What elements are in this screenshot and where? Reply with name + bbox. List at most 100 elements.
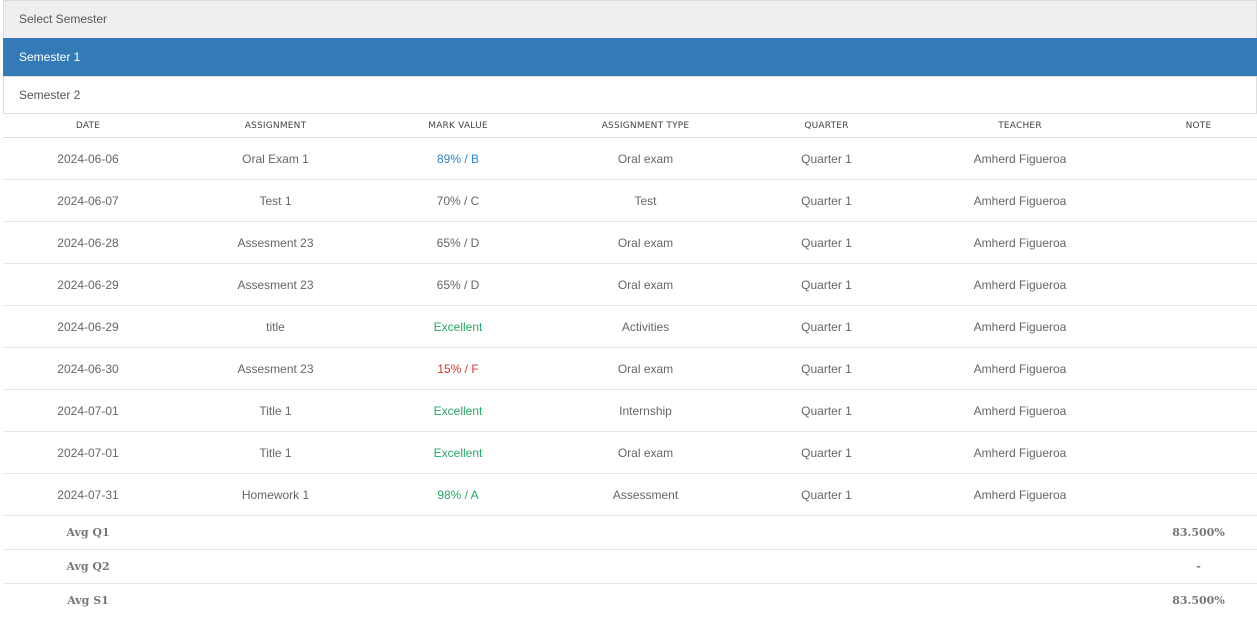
cell-date: 2024-07-01 <box>3 431 173 474</box>
cell-assignment: Title 1 <box>173 389 378 432</box>
column-header-mark-value[interactable]: MARK VALUE <box>378 114 538 138</box>
cell-teacher: Amherd Figueroa <box>900 431 1140 474</box>
average-empty-cell <box>753 549 900 584</box>
cell-assignment-type: Assessment <box>538 473 753 516</box>
average-empty-cell <box>538 515 753 550</box>
cell-note <box>1140 221 1257 264</box>
cell-assignment: Assesment 23 <box>173 263 378 306</box>
table-row: 2024-07-01 Title 1 Excellent Oral exam Quart… <box>3 431 1257 474</box>
cell-quarter: Quarter 1 <box>753 263 900 306</box>
average-empty-cell <box>900 515 1140 550</box>
cell-date: 2024-06-07 <box>3 179 173 222</box>
cell-assignment: title <box>173 305 378 348</box>
average-value: - <box>1140 549 1257 584</box>
cell-mark-value: Excellent <box>378 431 538 474</box>
semester-item-1[interactable]: Semester 1 <box>3 38 1257 76</box>
cell-assignment-type: Test <box>538 179 753 222</box>
grades-table: DATE ASSIGNMENT MARK VALUE ASSIGNMENT TY… <box>3 114 1257 617</box>
average-empty-cell <box>173 515 378 550</box>
cell-assignment-type: Oral exam <box>538 137 753 180</box>
cell-teacher: Amherd Figueroa <box>900 347 1140 390</box>
cell-quarter: Quarter 1 <box>753 389 900 432</box>
average-empty-cell <box>900 583 1140 617</box>
table-row: 2024-07-01 Title 1 Excellent Internship Quar… <box>3 389 1257 432</box>
column-header-quarter[interactable]: QUARTER <box>753 114 900 138</box>
average-empty-cell <box>753 515 900 550</box>
cell-note <box>1140 389 1257 432</box>
cell-mark-value: 89% / B <box>378 137 538 180</box>
average-label: Avg Q1 <box>3 515 173 550</box>
cell-date: 2024-07-31 <box>3 473 173 516</box>
cell-quarter: Quarter 1 <box>753 221 900 264</box>
average-row: Avg Q2 - <box>3 549 1257 584</box>
average-empty-cell <box>378 515 538 550</box>
average-row: Avg S1 83.500% <box>3 583 1257 617</box>
cell-mark-value: Excellent <box>378 305 538 348</box>
table-row: 2024-06-29 title Excellent Activities Quarte… <box>3 305 1257 348</box>
cell-note <box>1140 347 1257 390</box>
average-empty-cell <box>538 549 753 584</box>
cell-teacher: Amherd Figueroa <box>900 389 1140 432</box>
cell-assignment-type: Oral exam <box>538 263 753 306</box>
cell-teacher: Amherd Figueroa <box>900 137 1140 180</box>
semester-selector-header: Select Semester <box>3 0 1257 38</box>
cell-quarter: Quarter 1 <box>753 473 900 516</box>
cell-date: 2024-06-28 <box>3 221 173 264</box>
cell-assignment: Assesment 23 <box>173 221 378 264</box>
table-row: 2024-06-30 Assesment 23 15% / F Oral exam Qu… <box>3 347 1257 390</box>
average-row: Avg Q1 83.500% <box>3 515 1257 550</box>
cell-assignment: Assesment 23 <box>173 347 378 390</box>
cell-note <box>1140 473 1257 516</box>
cell-quarter: Quarter 1 <box>753 431 900 474</box>
cell-assignment-type: Activities <box>538 305 753 348</box>
column-header-assignment-type[interactable]: ASSIGNMENT TYPE <box>538 114 753 138</box>
cell-assignment: Homework 1 <box>173 473 378 516</box>
cell-quarter: Quarter 1 <box>753 137 900 180</box>
semester-item-2[interactable]: Semester 2 <box>3 76 1257 114</box>
table-row: 2024-06-29 Assesment 23 65% / D Oral exam Qu… <box>3 263 1257 306</box>
cell-mark-value: 15% / F <box>378 347 538 390</box>
cell-date: 2024-06-29 <box>3 305 173 348</box>
table-row: 2024-06-06 Oral Exam 1 89% / B Oral exam Qua… <box>3 137 1257 180</box>
average-empty-cell <box>378 583 538 617</box>
table-header-row: DATE ASSIGNMENT MARK VALUE ASSIGNMENT TY… <box>3 114 1257 138</box>
average-value: 83.500% <box>1140 515 1257 550</box>
table-row: 2024-06-07 Test 1 70% / C Test Quarter 1 Amhe… <box>3 179 1257 222</box>
cell-assignment: Title 1 <box>173 431 378 474</box>
cell-mark-value: 98% / A <box>378 473 538 516</box>
cell-assignment-type: Oral exam <box>538 347 753 390</box>
average-empty-cell <box>753 583 900 617</box>
cell-note <box>1140 179 1257 222</box>
semester-selector: Select Semester Semester 1 Semester 2 <box>3 0 1257 114</box>
average-empty-cell <box>173 583 378 617</box>
cell-note <box>1140 305 1257 348</box>
cell-teacher: Amherd Figueroa <box>900 473 1140 516</box>
table-row: 2024-07-31 Homework 1 98% / A Assessment Qua… <box>3 473 1257 516</box>
average-label: Avg S1 <box>3 583 173 617</box>
cell-teacher: Amherd Figueroa <box>900 263 1140 306</box>
cell-teacher: Amherd Figueroa <box>900 221 1140 264</box>
column-header-note[interactable]: NOTE <box>1140 114 1257 138</box>
cell-assignment-type: Internship <box>538 389 753 432</box>
cell-teacher: Amherd Figueroa <box>900 305 1140 348</box>
column-header-assignment[interactable]: ASSIGNMENT <box>173 114 378 138</box>
average-empty-cell <box>900 549 1140 584</box>
average-empty-cell <box>173 549 378 584</box>
cell-note <box>1140 431 1257 474</box>
cell-quarter: Quarter 1 <box>753 305 900 348</box>
cell-date: 2024-06-29 <box>3 263 173 306</box>
column-header-date[interactable]: DATE <box>3 114 173 138</box>
column-header-teacher[interactable]: TEACHER <box>900 114 1140 138</box>
average-empty-cell <box>538 583 753 617</box>
cell-teacher: Amherd Figueroa <box>900 179 1140 222</box>
cell-mark-value: 70% / C <box>378 179 538 222</box>
cell-note <box>1140 137 1257 180</box>
cell-assignment-type: Oral exam <box>538 221 753 264</box>
table-row: 2024-06-28 Assesment 23 65% / D Oral exam Qu… <box>3 221 1257 264</box>
cell-quarter: Quarter 1 <box>753 347 900 390</box>
cell-date: 2024-06-06 <box>3 137 173 180</box>
cell-mark-value: 65% / D <box>378 221 538 264</box>
cell-assignment: Test 1 <box>173 179 378 222</box>
average-empty-cell <box>378 549 538 584</box>
